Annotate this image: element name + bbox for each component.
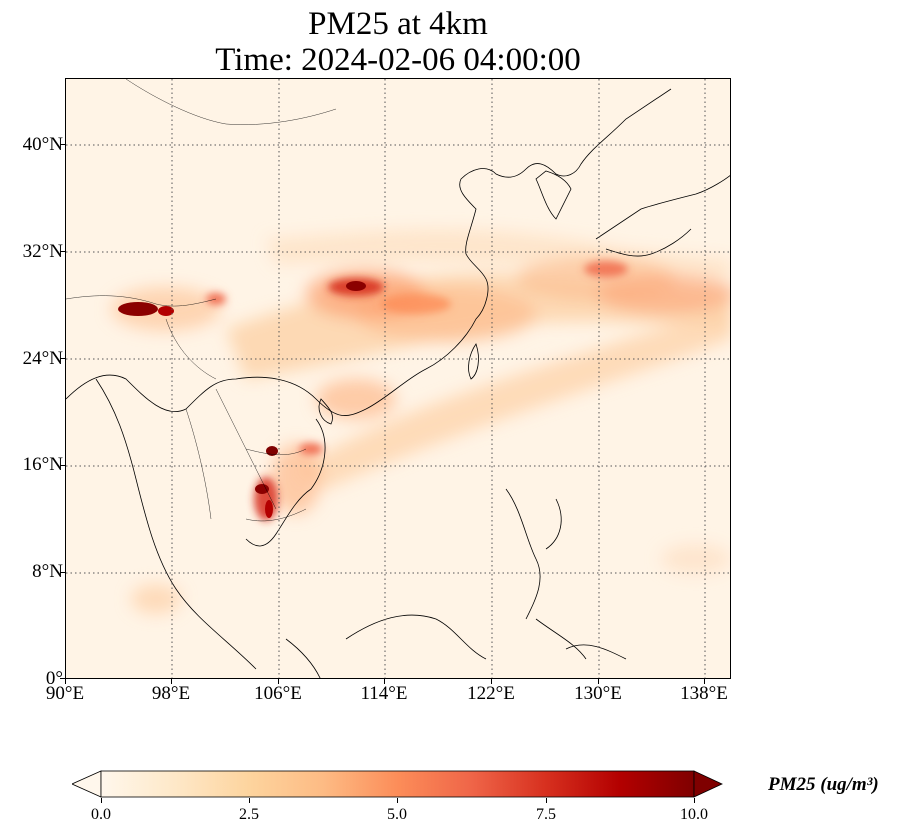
lat-tickmark	[60, 465, 65, 466]
colorbar-tickmark	[101, 798, 102, 803]
colorbar-tickmark	[249, 798, 250, 803]
colorbar-tickmark	[546, 798, 547, 803]
colorbar-tickmark	[694, 798, 695, 803]
map-panel	[65, 78, 731, 679]
colorbar-extend-max	[693, 770, 723, 798]
lat-tick-label: 16°N	[22, 454, 63, 475]
lon-tick-label: 98°E	[151, 683, 191, 704]
country-borders	[66, 79, 337, 522]
lat-tick-label: 40°N	[22, 134, 63, 155]
colorbar-gradient	[100, 770, 695, 798]
colorbar-label: PM25 (ug/m³)	[768, 774, 879, 795]
map-canvas	[66, 79, 730, 678]
lon-tickmark	[491, 679, 492, 684]
lat-tick-label: 8°N	[32, 561, 63, 582]
map-subtitle-time: Time: 2024-02-06 04:00:00	[215, 42, 581, 78]
lat-tick-label: 24°N	[22, 348, 63, 369]
lon-tickmark	[704, 679, 705, 684]
lat-tickmark	[60, 572, 65, 573]
lon-tickmark	[171, 679, 172, 684]
lat-tickmark	[60, 678, 65, 679]
lon-tickmark	[65, 679, 66, 684]
colorbar-tick-label: 7.5	[536, 806, 556, 823]
coastlines	[66, 88, 730, 678]
colorbar-extend-min	[72, 770, 102, 798]
colorbar-tick-label: 5.0	[387, 806, 407, 823]
lon-tick-label: 122°E	[467, 683, 515, 704]
lat-tick-label: 32°N	[22, 241, 63, 262]
colorbar-tick-label: 2.5	[239, 806, 259, 823]
colorbar	[72, 770, 723, 798]
lon-tick-label: 90°E	[45, 683, 85, 704]
pm25-peak-cells	[118, 281, 366, 518]
colorbar-tick-label: 0.0	[91, 806, 111, 823]
lat-tick-label: 0°	[45, 668, 63, 689]
lon-tickmark	[278, 679, 279, 684]
colorbar-tick-label: 10.0	[680, 806, 708, 823]
gridlines	[66, 79, 730, 678]
colorbar-tickmark	[397, 798, 398, 803]
lat-tickmark	[60, 358, 65, 359]
lon-tickmark	[598, 679, 599, 684]
lon-tickmark	[384, 679, 385, 684]
lon-tick-label: 114°E	[360, 683, 408, 704]
lat-tickmark	[60, 251, 65, 252]
lon-tick-label: 130°E	[574, 683, 622, 704]
lon-tick-label: 138°E	[680, 683, 728, 704]
map-title: PM25 at 4km	[308, 6, 488, 42]
lon-tick-label: 106°E	[254, 683, 302, 704]
lat-tickmark	[60, 144, 65, 145]
